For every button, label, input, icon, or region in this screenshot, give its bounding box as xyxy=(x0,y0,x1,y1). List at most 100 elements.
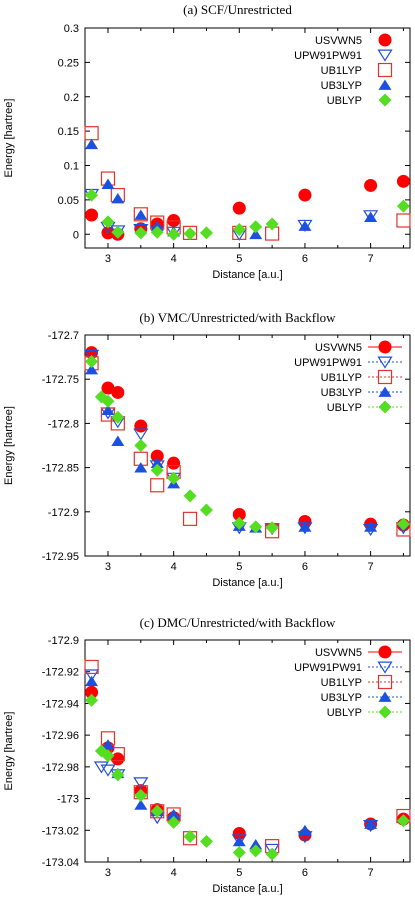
data-point xyxy=(83,669,100,682)
data-point xyxy=(249,844,263,858)
y-axis-label: Energy [hartree] xyxy=(3,712,15,791)
data-point xyxy=(183,830,197,844)
data-point xyxy=(150,220,164,231)
legend-label: USVWN5 xyxy=(315,342,362,354)
chart-title: (b) VMC/Unrestricted/with Backflow xyxy=(139,310,336,325)
data-point xyxy=(150,457,164,469)
legend-marker-square-open xyxy=(377,674,393,690)
data-point xyxy=(101,394,115,408)
data-point xyxy=(134,419,148,433)
series-UPW91PW91 xyxy=(83,188,379,241)
data-point xyxy=(133,207,148,222)
data-point xyxy=(167,808,181,820)
chart-panel-1: (b) VMC/Unrestricted/with Backflow 3 4 5 6 7 -… xyxy=(3,310,412,589)
y-tick-label: -172.96 xyxy=(42,730,79,742)
data-point xyxy=(364,521,378,532)
data-point xyxy=(232,507,246,521)
legend-label: USVWN5 xyxy=(315,647,362,659)
legend-label: UB1LYP xyxy=(321,65,362,77)
data-point xyxy=(101,739,115,750)
plot-frame xyxy=(84,639,411,863)
legend-label: UB3LYP xyxy=(321,80,362,92)
legend-marker-triangle-down-open xyxy=(377,356,393,369)
x-tick-label: 4 xyxy=(171,253,177,265)
y-axis-label: Energy [hartree] xyxy=(3,406,15,485)
y-tick-label: 0.25 xyxy=(58,57,79,69)
legend-label: UBLYP xyxy=(327,402,362,414)
y-tick-label: -173.04 xyxy=(42,857,79,869)
data-point xyxy=(396,174,410,188)
data-point xyxy=(84,126,99,141)
chart-title: (a) SCF/Unrestricted xyxy=(183,2,292,17)
data-point xyxy=(183,227,197,241)
y-tick-label: -172.8 xyxy=(48,418,79,430)
data-point xyxy=(298,521,312,532)
data-point xyxy=(101,404,115,416)
x-tick-label: 7 xyxy=(368,867,374,879)
data-point xyxy=(232,222,246,236)
series-UB1LYP xyxy=(84,126,411,241)
y-tick-label: 0.2 xyxy=(64,92,79,104)
x-tick-label: 6 xyxy=(302,253,308,265)
data-point xyxy=(111,385,125,399)
y-tick-label: -172.92 xyxy=(42,667,79,679)
data-point xyxy=(111,768,125,782)
y-tick-label: -172.9 xyxy=(48,635,79,647)
x-tick-label: 7 xyxy=(368,561,374,573)
legend-marker-triangle-down-open xyxy=(377,661,393,674)
x-axis-label: Distance [a.u.] xyxy=(212,269,282,281)
x-tick-label: 5 xyxy=(236,253,242,265)
series-UB3LYP xyxy=(85,138,378,240)
series-UBLYP xyxy=(85,355,410,535)
legend-label: UPW91PW91 xyxy=(294,357,362,369)
legend-marker-diamond xyxy=(378,400,392,414)
x-tick-label: 4 xyxy=(171,867,177,879)
data-point xyxy=(297,219,313,232)
data-point xyxy=(265,521,279,535)
data-point xyxy=(84,659,99,675)
x-tick-label: 4 xyxy=(171,561,177,573)
y-tick-label: -172.85 xyxy=(42,463,79,475)
legend-marker-circle xyxy=(378,645,392,659)
data-point xyxy=(134,209,148,220)
data-point xyxy=(232,845,246,859)
legend-marker-triangle-up xyxy=(378,386,392,397)
data-point xyxy=(150,225,164,239)
data-point xyxy=(199,834,213,848)
data-point xyxy=(111,225,125,239)
y-tick-label: -172.7 xyxy=(48,330,79,342)
data-point xyxy=(364,818,378,829)
data-point xyxy=(85,138,99,150)
legend-label: UBLYP xyxy=(327,95,362,107)
x-tick-label: 3 xyxy=(105,867,111,879)
data-point xyxy=(85,693,99,707)
y-tick-label: 0.15 xyxy=(58,126,79,138)
legend-marker-triangle-up xyxy=(378,691,392,702)
data-point xyxy=(232,201,246,215)
legend-marker-diamond xyxy=(378,705,392,719)
data-point xyxy=(265,217,279,231)
x-axis-label: Distance [a.u.] xyxy=(212,577,282,589)
data-point xyxy=(182,511,198,526)
legend-label: UPW91PW91 xyxy=(294,662,362,674)
plot-frame xyxy=(84,334,411,557)
data-point xyxy=(232,826,246,840)
data-point xyxy=(85,363,99,375)
chart-panel-0: (a) SCF/Unrestricted 3 4 5 6 7 0 0.05 0.1 0.15 0.2… xyxy=(3,2,411,281)
chart-panel-2: (c) DMC/Unrestricted/with Backflow 3 4 5 6 7 -… xyxy=(3,615,411,895)
x-tick-label: 3 xyxy=(105,561,111,573)
data-point xyxy=(264,843,280,856)
legend-label: UPW91PW91 xyxy=(294,50,362,62)
legend: USVWN5 UPW91PW91 UB1LYP UB3LYP UBLYP xyxy=(294,645,402,719)
data-point xyxy=(134,462,148,473)
data-point xyxy=(85,355,99,369)
data-point xyxy=(133,777,149,790)
data-point xyxy=(111,435,125,446)
data-point xyxy=(363,210,379,223)
data-point xyxy=(364,178,378,192)
data-point xyxy=(85,208,99,222)
legend-label: USVWN5 xyxy=(315,35,362,47)
y-tick-label: -172.98 xyxy=(42,762,79,774)
data-point xyxy=(232,835,246,847)
